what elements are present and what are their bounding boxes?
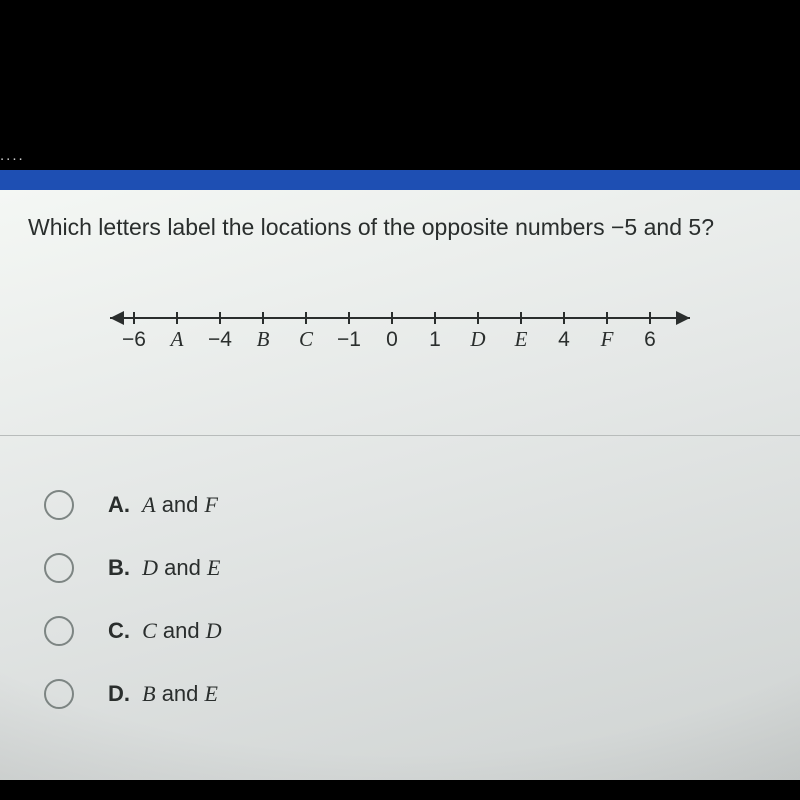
tick-label: D (469, 327, 485, 351)
question-suffix: ? (701, 214, 714, 240)
choice-key: B. (108, 555, 130, 580)
choice-and: and (158, 555, 207, 580)
radio-button[interactable] (44, 553, 74, 583)
choice-letter: E (205, 681, 218, 706)
answer-choice[interactable]: D. B and E (44, 679, 222, 709)
question-val1: −5 (611, 214, 637, 240)
tick-label: −4 (208, 328, 232, 351)
answer-choice[interactable]: C. C and D (44, 616, 222, 646)
number-line: −6 A −4 B C −1 0 1 D E 4 F 6 (80, 300, 720, 370)
choice-letter: F (205, 492, 218, 517)
choice-letter: B (142, 681, 155, 706)
radio-button[interactable] (44, 679, 74, 709)
tick-label: 0 (386, 328, 398, 351)
tick-label: A (169, 327, 184, 351)
window-titlebar (0, 170, 800, 190)
number-line-svg: −6 A −4 B C −1 0 1 D E 4 F 6 (80, 300, 720, 370)
choice-key: C. (108, 618, 130, 643)
choice-letter: A (142, 492, 155, 517)
tick-label: F (600, 327, 614, 351)
answer-choices: A. A and F B. D and E C. C and D D. B and E (44, 490, 222, 742)
choice-and: and (156, 681, 205, 706)
answer-choice[interactable]: A. A and F (44, 490, 222, 520)
choice-letter: E (207, 555, 220, 580)
tick-label: −6 (122, 328, 146, 351)
question-prefix: Which letters label the locations of the… (28, 214, 611, 240)
choice-and: and (156, 492, 205, 517)
tick-label: 1 (429, 328, 441, 351)
choice-letter: D (206, 618, 222, 643)
choice-label: A. A and F (108, 492, 218, 518)
choice-and: and (157, 618, 206, 643)
tick-label: B (257, 327, 270, 351)
ellipsis-decor: .... (0, 147, 25, 164)
question-val2: 5 (688, 214, 701, 240)
tick-label: 4 (558, 328, 570, 351)
tick-label: −1 (337, 328, 361, 351)
choice-key: A. (108, 492, 130, 517)
choice-label: B. D and E (108, 555, 220, 581)
section-divider (0, 435, 800, 436)
tick-label: 6 (644, 328, 656, 351)
choice-label: D. B and E (108, 681, 218, 707)
worksheet-panel: Which letters label the locations of the… (0, 190, 800, 780)
choice-label: C. C and D (108, 618, 222, 644)
tick-label: E (514, 327, 528, 351)
question-mid: and (637, 214, 688, 240)
tick-label: C (299, 327, 314, 351)
radio-button[interactable] (44, 616, 74, 646)
choice-letter: D (142, 555, 158, 580)
choice-letter: C (142, 618, 157, 643)
answer-choice[interactable]: B. D and E (44, 553, 222, 583)
question-text: Which letters label the locations of the… (28, 214, 768, 241)
radio-button[interactable] (44, 490, 74, 520)
choice-key: D. (108, 681, 130, 706)
